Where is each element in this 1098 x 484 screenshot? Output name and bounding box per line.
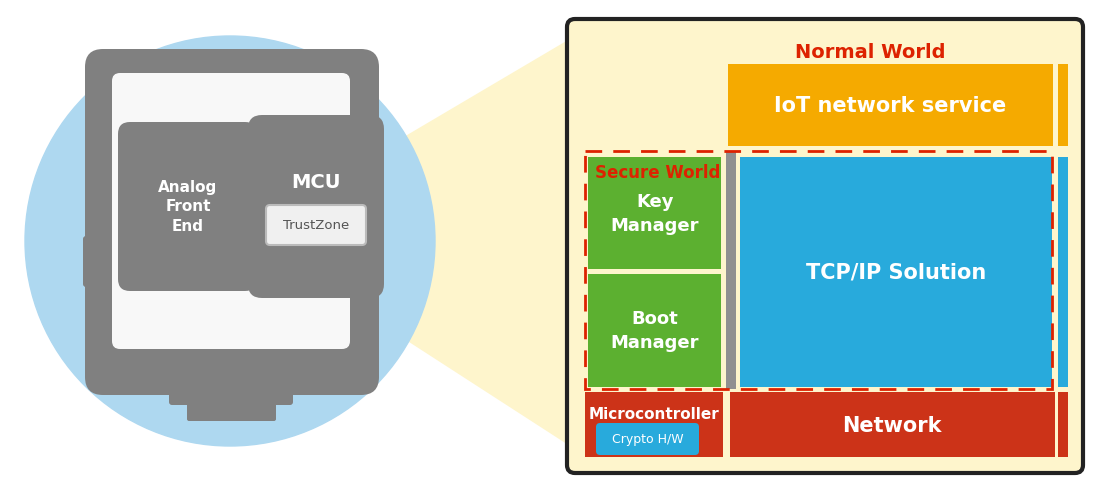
FancyBboxPatch shape: [117, 123, 257, 291]
Bar: [1058, 158, 1068, 387]
FancyBboxPatch shape: [248, 116, 384, 298]
Text: TCP/IP Solution: TCP/IP Solution: [806, 262, 986, 283]
Text: Crypto H/W: Crypto H/W: [613, 433, 684, 446]
Bar: [728, 65, 1053, 147]
Bar: [245, 188, 261, 201]
Bar: [245, 238, 261, 252]
Bar: [726, 151, 736, 389]
Circle shape: [25, 37, 435, 446]
FancyBboxPatch shape: [596, 423, 699, 455]
Text: Boot
Manager: Boot Manager: [610, 310, 699, 351]
Polygon shape: [358, 28, 590, 459]
Text: Microcontroller: Microcontroller: [589, 406, 719, 421]
FancyBboxPatch shape: [85, 50, 379, 395]
Text: IoT network service: IoT network service: [774, 96, 1006, 116]
Bar: [245, 163, 261, 177]
Text: Normal World: Normal World: [795, 43, 945, 61]
FancyBboxPatch shape: [169, 371, 293, 405]
FancyBboxPatch shape: [187, 395, 276, 421]
Bar: [117, 238, 134, 252]
Bar: [117, 163, 134, 177]
Bar: [585, 151, 1052, 389]
Text: TrustZone: TrustZone: [283, 219, 349, 232]
FancyBboxPatch shape: [112, 74, 350, 349]
Text: Secure World: Secure World: [595, 164, 720, 182]
Bar: [589, 158, 721, 270]
Bar: [245, 212, 261, 227]
Text: MCU: MCU: [291, 173, 340, 192]
Bar: [730, 392, 1055, 457]
Text: Network: Network: [842, 415, 942, 435]
Bar: [585, 392, 722, 457]
Bar: [589, 274, 721, 387]
FancyBboxPatch shape: [567, 20, 1083, 473]
FancyBboxPatch shape: [83, 237, 109, 287]
Bar: [1058, 392, 1068, 457]
Bar: [1058, 65, 1068, 147]
Bar: [117, 212, 134, 227]
FancyBboxPatch shape: [266, 206, 366, 245]
Text: Key
Manager: Key Manager: [610, 193, 699, 234]
Bar: [740, 158, 1052, 387]
Bar: [117, 188, 134, 201]
Text: Analog
Front
End: Analog Front End: [158, 180, 217, 234]
